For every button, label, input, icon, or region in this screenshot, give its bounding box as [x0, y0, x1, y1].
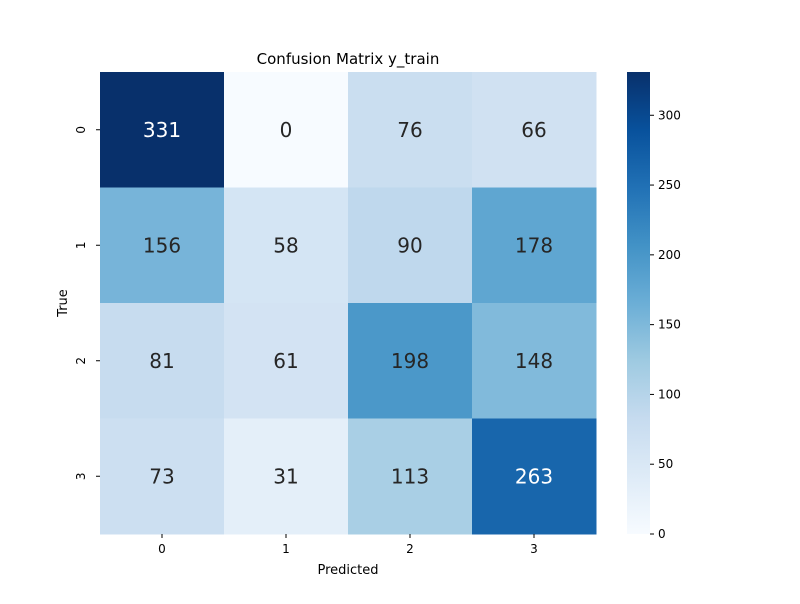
- colorbar-tick-label-2: 100: [658, 387, 681, 401]
- cell-label-1-2: 90: [397, 233, 422, 257]
- cell-label-3-1: 31: [273, 464, 298, 488]
- colorbar-tick-label-0: 0: [658, 527, 666, 541]
- cell-label-1-3: 178: [515, 233, 553, 257]
- cell-label-3-3: 263: [515, 464, 553, 488]
- y-tick-label-0: 0: [74, 126, 88, 134]
- x-tick-label-0: 0: [158, 542, 166, 556]
- cell-0-0: [100, 72, 225, 188]
- cell-3-0: [100, 418, 225, 535]
- cell-label-0-0: 331: [143, 118, 181, 142]
- y-tick-label-3: 3: [74, 472, 88, 480]
- cell-0-3: [472, 72, 597, 188]
- colorbar-ticks: 0 50 100 150 200 250 300: [650, 108, 681, 541]
- colorbar-tick-label-5: 250: [658, 178, 681, 192]
- cell-1-3: [472, 187, 597, 304]
- cell-label-0-3: 66: [521, 118, 546, 142]
- cell-2-3: [472, 303, 597, 419]
- cell-2-0: [100, 303, 225, 419]
- x-tick-label-2: 2: [406, 542, 414, 556]
- x-tick-label-1: 1: [282, 542, 290, 556]
- cell-label-1-0: 156: [143, 233, 181, 257]
- y-tick-label-1: 1: [74, 241, 88, 249]
- cell-label-0-2: 76: [397, 118, 422, 142]
- cell-1-0: [100, 187, 225, 304]
- cell-label-3-2: 113: [391, 464, 429, 488]
- colorbar-tick-label-4: 200: [658, 248, 681, 262]
- cell-0-1: [224, 72, 349, 188]
- cell-label-1-1: 58: [273, 233, 298, 257]
- cell-3-2: [348, 418, 473, 535]
- cell-label-0-1: 0: [280, 118, 293, 142]
- cell-1-1: [224, 187, 349, 304]
- x-axis-ticks: 0 1 2 3: [158, 534, 538, 556]
- cell-label-2-3: 148: [515, 349, 553, 373]
- colorbar-tick-label-6: 300: [658, 108, 681, 122]
- cell-3-1: [224, 418, 349, 535]
- cell-2-2: [348, 303, 473, 419]
- colorbar-tick-label-3: 150: [658, 318, 681, 332]
- chart-title: Confusion Matrix y_train: [257, 50, 440, 69]
- colorbar-gradient: [627, 72, 650, 534]
- cell-0-2: [348, 72, 473, 188]
- colorbar-tick-label-1: 50: [658, 457, 673, 471]
- y-axis-ticks: 0 1 2 3: [74, 126, 100, 480]
- cell-label-2-0: 81: [149, 349, 174, 373]
- cell-label-2-1: 61: [273, 349, 298, 373]
- y-axis-label: True: [56, 289, 71, 318]
- y-tick-label-2: 2: [74, 357, 88, 365]
- cell-2-1: [224, 303, 349, 419]
- x-axis-label: Predicted: [317, 563, 378, 578]
- cell-label-2-2: 198: [391, 349, 429, 373]
- colorbar: [627, 72, 650, 534]
- cell-3-3: [472, 418, 597, 535]
- heatmap-cells: 331 0 76 66 156 58 90 178 81 61 198 148 73 31 113 263: [100, 72, 597, 535]
- cell-1-2: [348, 187, 473, 304]
- cell-label-3-0: 73: [149, 464, 174, 488]
- x-tick-label-3: 3: [530, 542, 538, 556]
